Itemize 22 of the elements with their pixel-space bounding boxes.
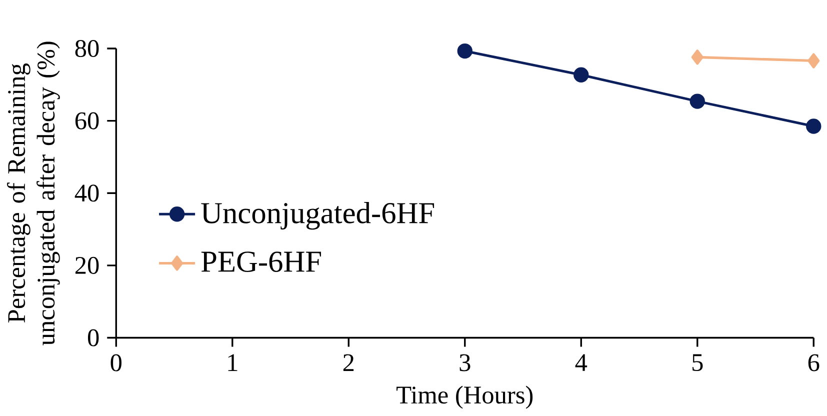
point [574, 67, 589, 83]
point [808, 53, 820, 68]
x-tick-label: 4 [575, 354, 588, 371]
y-tick-label: 60 [75, 112, 99, 130]
x-tick-label: 0 [110, 354, 122, 372]
y-tick-label: 40 [74, 184, 99, 202]
point [806, 118, 822, 134]
point [691, 50, 704, 65]
y-tick-label: 80 [75, 40, 99, 58]
point [690, 94, 705, 109]
x-tick-label: 5 [692, 354, 703, 372]
legend-label: PEG-6HF [201, 252, 321, 272]
x-tick-label: 6 [808, 354, 820, 372]
y-axis-title: Percentage of Remaining unconjugated after decay (%) [7, 42, 60, 346]
x-axis-title: Time (Hours) [396, 386, 533, 409]
x-tick-label: 2 [343, 354, 354, 372]
x-tick-label: 1 [228, 354, 238, 372]
x-tick-label: 3 [460, 354, 470, 372]
y-tick-label: 20 [75, 257, 99, 274]
legend-label: Unconjugated-6HF [201, 202, 434, 230]
point [457, 44, 472, 59]
y-tick-label: 0 [88, 329, 99, 346]
